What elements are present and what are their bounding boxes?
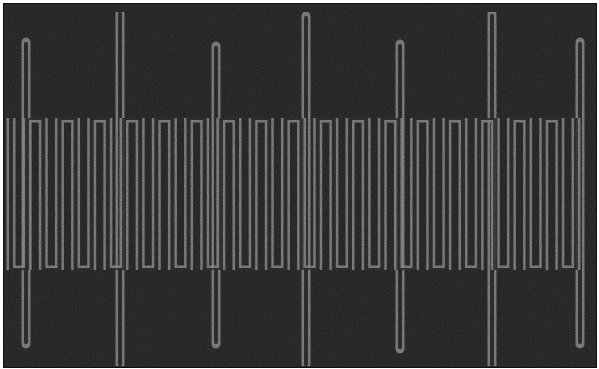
serpentine-meander-line [6,113,581,275]
meander-core [9,116,578,272]
micrograph-svg [4,4,596,367]
micrograph-image [3,3,597,368]
